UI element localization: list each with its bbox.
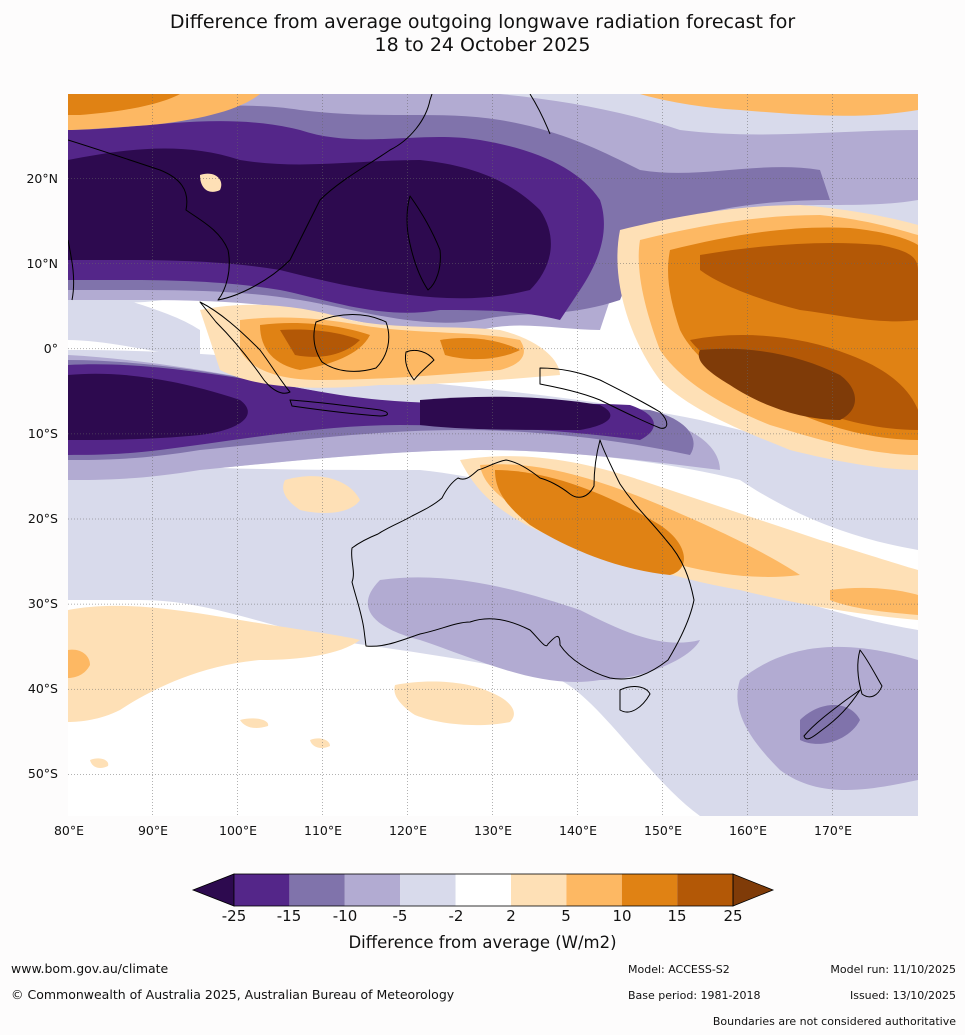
lat-label-20n: 20°N (26, 171, 58, 186)
coastline-tasmania (619, 686, 651, 713)
contour-south-minimum (68, 373, 248, 440)
map-title-line-2: 18 to 24 October 2025 (374, 34, 591, 56)
coastline-india-east (68, 239, 75, 301)
contour-small-pale-orange-3 (90, 758, 109, 768)
contour-west-australia-pale-orange (283, 476, 360, 513)
contour-north-minimum (68, 148, 551, 299)
contour-sea-minimum (420, 396, 611, 430)
coastline-new-zealand-north (857, 649, 883, 698)
lon-label-120e: 120°E (388, 823, 428, 838)
coastline-japan (529, 94, 551, 135)
lat-label-40s: 40°S (27, 681, 58, 696)
contour-banda-orange (440, 338, 520, 360)
boundaries-disclaimer: Boundaries are not considered authoritat… (712, 1015, 956, 1028)
colorbar-swatch-m2-2 (455, 874, 511, 906)
model-run-date: Model run: 11/10/2025 (830, 963, 956, 976)
lon-label-90e: 90°E (137, 823, 169, 838)
website-link[interactable]: www.bom.gov.au/climate (11, 961, 169, 976)
graticule (68, 94, 918, 816)
lat-label-50s: 50°S (27, 766, 58, 781)
coastline-borneo (313, 314, 390, 372)
contour-indian-ocean-pale-orange (68, 605, 360, 722)
coastlines (68, 94, 883, 740)
contour-indian-ocean-orange (68, 649, 90, 678)
coastline-philippines (406, 195, 441, 291)
colorbar-tick-5: 5 (561, 907, 571, 925)
colorbar-extend-max (732, 873, 775, 907)
colorbar-tick-2: 2 (506, 907, 516, 925)
olr-anomaly-map (68, 94, 918, 816)
lon-label-130e: 130°E (473, 823, 513, 838)
contour-small-pale-orange-1 (310, 738, 330, 748)
contour-indochina-dark-orange (68, 94, 180, 115)
colorbar-label: Difference from average (W/m2) (348, 933, 617, 952)
lon-label-160e: 160°E (728, 823, 768, 838)
colorbar-tick-15: 15 (667, 907, 687, 925)
colorbar-tick-m15: -15 (276, 907, 302, 925)
contour-small-pale-orange-2 (240, 718, 269, 728)
lon-label-100e: 100°E (218, 823, 258, 838)
lat-label-20s: 20°S (27, 511, 58, 526)
lat-label-10n: 10°N (26, 256, 58, 271)
colorbar-swatch-15-25 (677, 874, 733, 906)
coastline-new-guinea (539, 367, 668, 429)
colorbar-extend-min (191, 873, 235, 907)
colorbar-tick-m5: -5 (392, 907, 408, 925)
coastline-new-zealand-south (803, 689, 861, 740)
contour-southern-ocean-pale-orange (394, 681, 514, 726)
colorbar (191, 873, 775, 907)
colorbar-swatch-m10-m5 (344, 874, 401, 906)
lon-label-80e: 80°E (53, 823, 85, 838)
colorbar-swatch-m25-m15 (234, 874, 290, 906)
colorbar-tick-m10: -10 (332, 907, 358, 925)
colorbar-swatch-2-5 (511, 874, 567, 906)
lat-label-10s: 10°S (27, 426, 58, 441)
colorbar-tick-25: 25 (723, 907, 743, 925)
lon-label-170e: 170°E (813, 823, 853, 838)
colorbar-swatch-m5-m2 (400, 874, 456, 906)
coastline-asia (68, 94, 433, 301)
colorbar-swatch-10-15 (621, 874, 678, 906)
lat-label-30s: 30°S (27, 596, 58, 611)
base-period: Base period: 1981-2018 (628, 989, 761, 1002)
colorbar-tick-10: 10 (612, 907, 632, 925)
model-name: Model: ACCESS-S2 (628, 963, 730, 976)
lon-label-150e: 150°E (643, 823, 683, 838)
coastline-java (289, 399, 388, 417)
lat-label-0: 0° (43, 341, 58, 356)
map-title-line-1: Difference from average outgoing longwav… (169, 11, 796, 33)
contour-pacific-brown-north (700, 243, 918, 322)
contour-aus-south-purple (367, 577, 700, 682)
coastline-australia (351, 439, 695, 680)
colorbar-swatch-5-10 (566, 874, 622, 906)
contour-northeast-orange (640, 94, 918, 116)
contour-maritime-brown (280, 329, 360, 357)
contour-myanmar-pale-orange (200, 173, 222, 192)
contour-field (68, 94, 918, 816)
lon-label-140e: 140°E (558, 823, 598, 838)
issued-date: Issued: 13/10/2025 (849, 989, 956, 1002)
colorbar-tick-m2: -2 (448, 907, 464, 925)
contour-australia-dark-orange (495, 470, 684, 575)
colorbar-outline (233, 873, 734, 907)
contour-pacific-maximum (698, 348, 855, 420)
copyright-notice: © Commonwealth of Australia 2025, Austra… (11, 987, 455, 1002)
contour-tasman-orange (830, 587, 918, 615)
colorbar-swatch-m15-m10 (289, 874, 345, 906)
colorbar-tick-m25: -25 (221, 907, 247, 925)
lon-label-110e: 110°E (303, 823, 343, 838)
coastline-sulawesi (405, 349, 435, 381)
coastline-sumatra (199, 301, 291, 394)
